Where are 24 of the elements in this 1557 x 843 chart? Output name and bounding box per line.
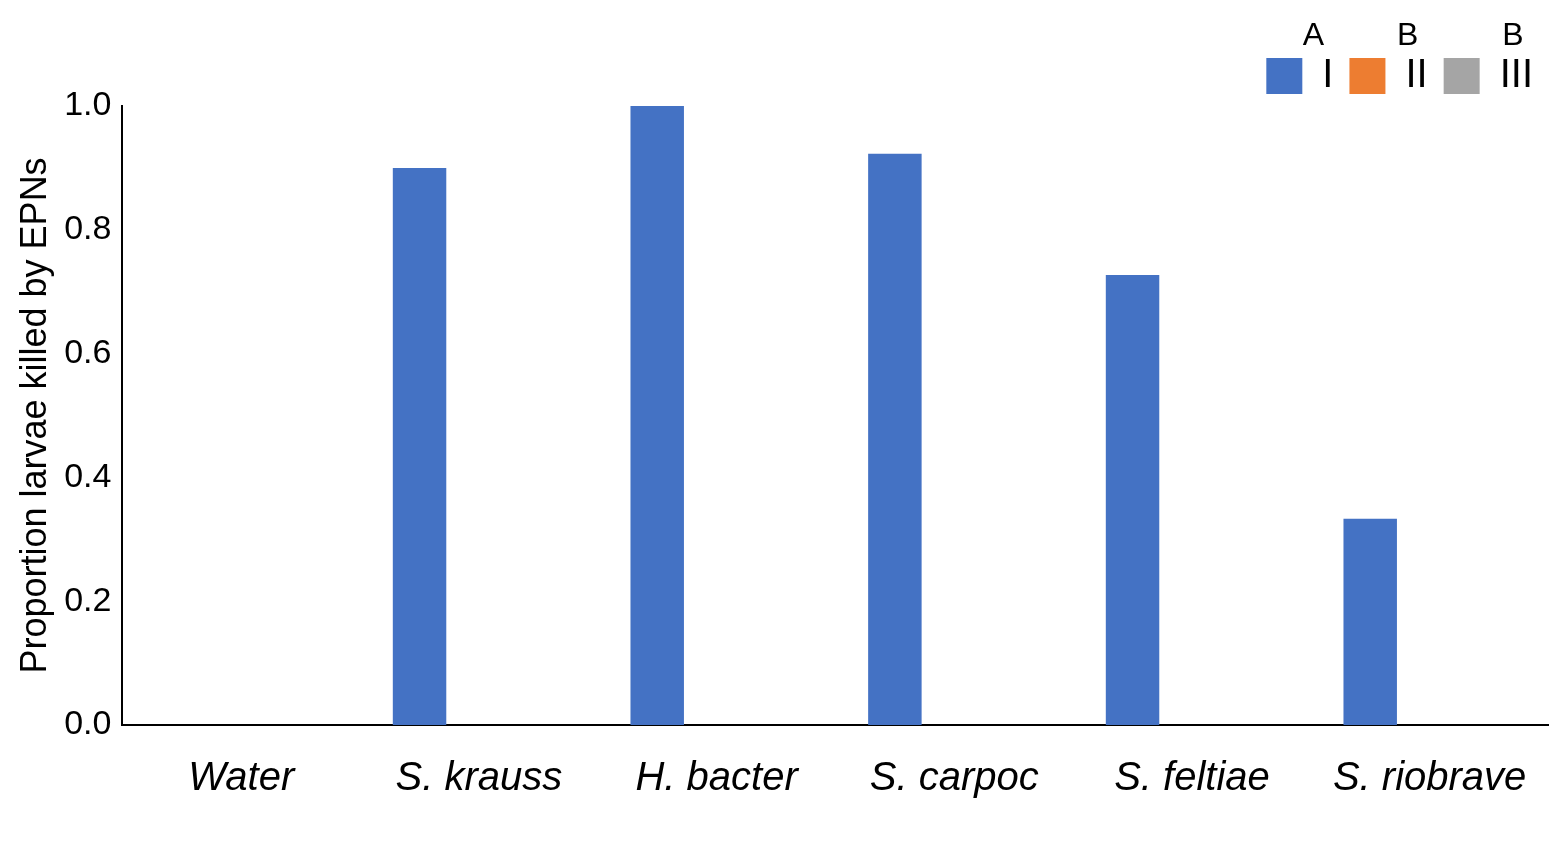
bar — [868, 153, 922, 725]
y-tick-label: 0.6 — [64, 331, 112, 370]
text: B — [1396, 15, 1419, 52]
x-tick-label: S. krauss — [395, 754, 563, 799]
y-tick-label: 0.2 — [64, 579, 112, 618]
text: B — [1502, 15, 1524, 52]
legend-label: I — [1322, 51, 1334, 96]
x-tick-label: H. bacter — [635, 754, 800, 799]
y-axis-title: Proportion larvae killed by EPNs — [12, 157, 54, 674]
legend-label: II — [1405, 51, 1428, 96]
x-tick-label: S. feltiae — [1114, 754, 1270, 799]
legend-label: III — [1499, 51, 1533, 96]
bar — [630, 106, 684, 725]
x-tick-label: S. riobrave — [1332, 754, 1527, 799]
y-tick-label: 0.4 — [64, 455, 112, 494]
y-tick-label: 0.0 — [64, 703, 112, 742]
bar — [392, 167, 447, 725]
bar — [1105, 274, 1160, 725]
x-tick-label: S. carpoc — [869, 754, 1039, 799]
bar — [1343, 518, 1397, 725]
x-tick-label: Water — [188, 754, 296, 799]
y-tick-label: 0.8 — [64, 208, 112, 247]
text: A — [1302, 15, 1325, 52]
y-tick-label: 1.0 — [64, 84, 112, 123]
